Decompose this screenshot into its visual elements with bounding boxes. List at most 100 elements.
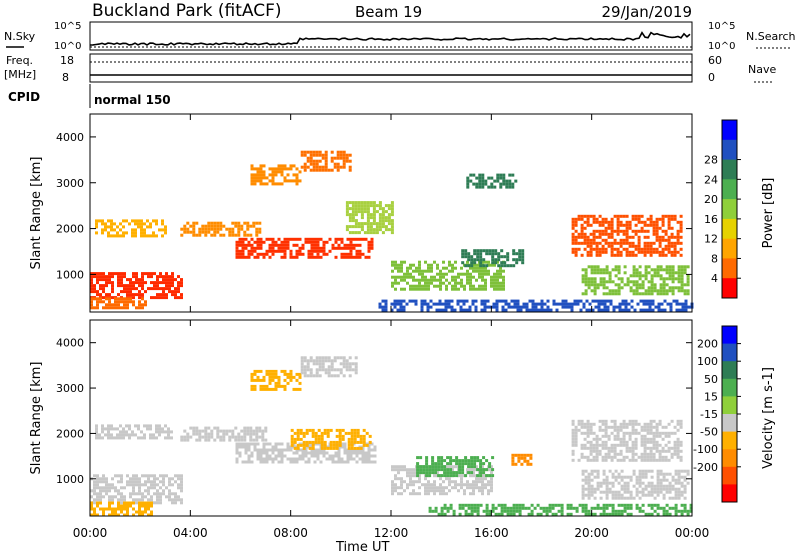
data-cell <box>433 486 436 490</box>
data-cell <box>283 369 287 373</box>
data-cell <box>586 419 590 423</box>
data-cell <box>168 498 171 502</box>
data-cell <box>129 504 132 508</box>
data-cell <box>586 250 590 254</box>
data-cell <box>324 159 328 163</box>
data-cell <box>418 269 421 273</box>
data-cell <box>571 223 575 227</box>
data-cell <box>436 284 439 288</box>
data-cell <box>482 462 486 466</box>
data-cell <box>137 225 140 229</box>
data-cell <box>597 305 601 309</box>
data-cell <box>256 375 260 379</box>
data-cell <box>686 274 690 278</box>
data-cell <box>277 237 281 241</box>
data-cell <box>678 308 682 312</box>
data-cell <box>132 498 135 502</box>
data-cell <box>96 477 99 481</box>
data-cell <box>286 246 290 250</box>
data-cell <box>625 235 629 239</box>
data-cell <box>448 483 451 487</box>
data-cell <box>485 506 489 510</box>
data-cell <box>646 235 650 239</box>
data-cell <box>634 428 638 432</box>
data-cell <box>123 498 126 502</box>
data-cell <box>354 231 358 235</box>
data-cell <box>587 478 591 482</box>
data-cell <box>305 431 309 435</box>
data-cell <box>436 471 439 475</box>
data-cell <box>134 424 137 428</box>
data-cell <box>319 448 323 452</box>
data-cell <box>337 460 341 464</box>
data-cell <box>622 419 626 423</box>
data-cell <box>99 272 102 276</box>
data-cell <box>180 293 183 297</box>
data-cell <box>253 173 257 177</box>
data-cell <box>274 387 278 391</box>
data-cell <box>409 284 412 288</box>
data-cell <box>479 264 483 268</box>
data-cell <box>602 283 606 287</box>
data-cell <box>635 271 639 275</box>
data-cell <box>490 480 493 484</box>
data-cell <box>652 220 656 224</box>
data-cell <box>628 431 632 435</box>
data-cell <box>431 456 435 460</box>
data-cell <box>479 471 483 475</box>
data-cell <box>435 302 439 306</box>
data-cell <box>339 156 343 160</box>
data-cell <box>135 477 138 481</box>
data-cell <box>325 252 329 256</box>
data-cell <box>531 302 535 306</box>
data-cell <box>192 227 196 231</box>
data-cell <box>595 235 599 239</box>
data-cell <box>683 478 687 482</box>
data-cell <box>628 422 632 426</box>
data-cell <box>253 240 257 244</box>
data-cell <box>503 503 507 507</box>
data-cell <box>295 387 299 391</box>
data-cell <box>259 448 263 452</box>
data-cell <box>391 468 394 472</box>
data-cell <box>451 486 454 490</box>
data-cell <box>554 503 558 507</box>
data-cell <box>638 292 642 296</box>
data-cell <box>629 274 633 278</box>
data-cell <box>487 185 491 189</box>
data-cell <box>152 433 155 437</box>
data-cell <box>113 427 116 431</box>
data-cell <box>581 487 585 491</box>
data-cell <box>555 308 559 312</box>
y-axis-label-velocity: Slant Range [km] <box>29 362 44 475</box>
data-cell <box>397 269 400 273</box>
data-cell <box>372 210 376 214</box>
data-cell <box>150 510 153 514</box>
data-cell <box>667 422 671 426</box>
data-cell <box>464 474 468 478</box>
data-cell <box>619 229 623 233</box>
data-cell <box>460 480 463 484</box>
data-cell <box>676 443 680 447</box>
data-cell <box>186 221 190 225</box>
data-cell <box>155 222 158 226</box>
data-cell <box>256 240 260 244</box>
data-cell <box>253 442 257 446</box>
data-cell <box>625 229 629 233</box>
data-cell <box>571 422 575 426</box>
data-cell <box>667 434 671 438</box>
data-cell <box>617 503 621 507</box>
data-cell <box>126 513 129 517</box>
data-cell <box>313 240 317 244</box>
data-cell <box>96 272 99 276</box>
data-cell <box>421 284 424 288</box>
data-cell <box>592 220 596 224</box>
data-cell <box>96 501 99 505</box>
data-cell <box>93 297 96 301</box>
data-cell <box>340 246 344 250</box>
data-cell <box>640 226 644 230</box>
data-cell <box>534 308 538 312</box>
data-region <box>90 272 183 300</box>
data-cell <box>210 429 214 433</box>
data-cell <box>613 247 617 251</box>
